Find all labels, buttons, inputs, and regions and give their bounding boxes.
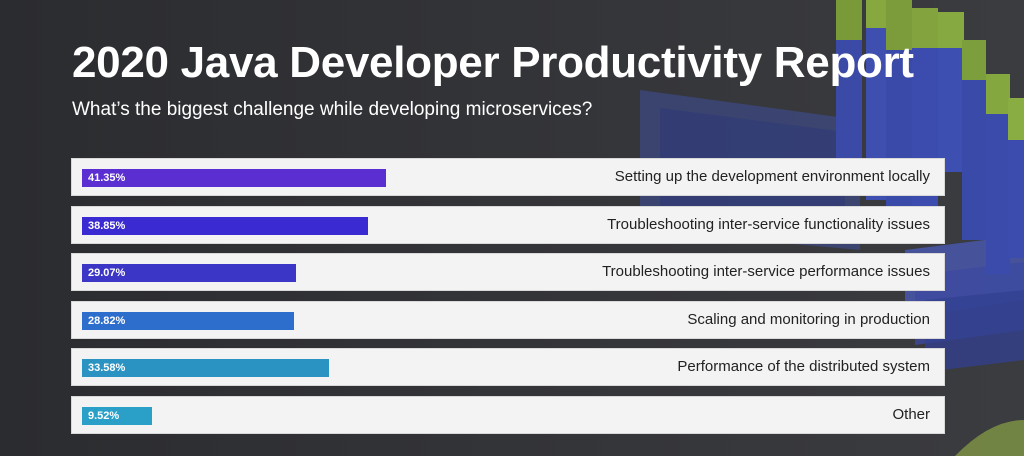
bar-row: 33.58% Performance of the distributed sys… xyxy=(71,348,945,387)
column-towers xyxy=(836,0,1024,274)
page-title: 2020 Java Developer Productivity Report xyxy=(72,38,914,87)
category-label: Troubleshooting inter-service functional… xyxy=(607,215,930,233)
stack-layer-3 xyxy=(925,290,1024,372)
category-label: Other xyxy=(892,405,930,423)
bar-row: 41.35% Setting up the development environ… xyxy=(71,158,945,196)
bar-value-label: 28.82% xyxy=(88,314,126,327)
bar xyxy=(82,216,368,235)
bar-value-label: 33.58% xyxy=(88,362,126,375)
bar-chart: 41.35% Setting up the development environ… xyxy=(71,158,945,444)
bar-value-label: 9.52% xyxy=(88,409,120,422)
bar xyxy=(82,359,329,378)
bar xyxy=(82,406,152,425)
bar xyxy=(82,169,386,187)
bar-row: 9.52% Other xyxy=(71,395,945,434)
category-label: Scaling and monitoring in production xyxy=(687,310,930,328)
bar-value-label: 41.35% xyxy=(88,172,126,184)
category-label: Setting up the development environment l… xyxy=(614,168,930,185)
bar-row: 29.07% Troubleshooting inter-service perf… xyxy=(71,253,945,292)
category-label: Performance of the distributed system xyxy=(677,358,930,376)
bar xyxy=(82,264,296,283)
bar xyxy=(82,311,294,330)
corner-accent-shape xyxy=(955,420,1024,456)
chart-subtitle: What’s the biggest challenge while devel… xyxy=(72,99,593,120)
bar-row: 38.85% Troubleshooting inter-service func… xyxy=(71,205,945,244)
bar-row: 28.82% Scaling and monitoring in producti… xyxy=(71,300,945,339)
category-label: Troubleshooting inter-service performanc… xyxy=(602,263,930,281)
bar-value-label: 29.07% xyxy=(88,267,126,280)
bar-value-label: 38.85% xyxy=(88,219,126,232)
